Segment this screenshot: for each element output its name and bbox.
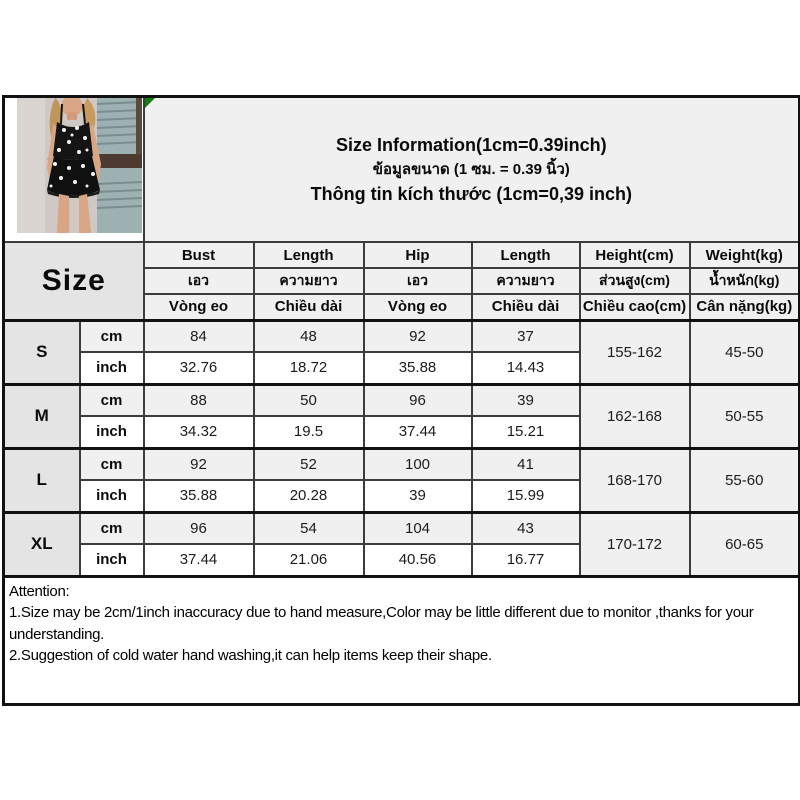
col-header-weight-th: น้ำหนัก(kg)	[688, 267, 800, 295]
unit-inch: inch	[78, 415, 145, 449]
m-weight-range: 50-55	[688, 382, 800, 449]
unit-inch: inch	[78, 479, 145, 513]
m-length1-inch: 19.5	[252, 415, 365, 449]
title-vietnamese: Thông tin kích thước (1cm=0,39 inch)	[310, 183, 632, 204]
col-header-length2-th: ความยาว	[470, 267, 581, 295]
col-header-length2-vi: Chiều dài	[470, 293, 581, 321]
header-row-vietnamese: Vòng eo Chiều dài Vòng eo Chiều dài Chiề…	[4, 293, 800, 321]
product-photo-illustration	[16, 98, 142, 233]
col-header-length1-th: ความยาว	[252, 267, 365, 295]
l-length1-inch: 20.28	[252, 479, 365, 513]
m-bust-inch: 34.32	[142, 415, 255, 449]
xl-length1-inch: 21.06	[252, 543, 365, 577]
col-header-bust-en: Bust	[142, 241, 255, 269]
size-label-s: S	[2, 318, 81, 385]
attention-line-2: 2.Suggestion of cold water hand washing,…	[9, 647, 492, 664]
unit-cm: cm	[78, 318, 145, 353]
m-length2-inch: 15.21	[470, 415, 581, 449]
row-xl-inch: inch 37.44 21.06 40.56 16.77	[4, 543, 800, 577]
xl-weight-range: 60-65	[688, 510, 800, 577]
s-weight-range: 45-50	[688, 318, 800, 385]
col-header-bust-vi: Vòng eo	[142, 293, 255, 321]
unit-cm: cm	[78, 382, 145, 417]
size-chart-table: Size Information(1cm=0.39inch) ข้อมูลขนา…	[2, 95, 800, 706]
size-label-l: L	[2, 446, 81, 513]
row-l-inch: inch 35.88 20.28 39 15.99	[4, 479, 800, 513]
title-row: Size Information(1cm=0.39inch) ข้อมูลขนา…	[2, 95, 800, 243]
title-cell: Size Information(1cm=0.39inch) ข้อมูลขนา…	[142, 95, 800, 243]
row-m-inch: inch 34.32 19.5 37.44 15.21	[4, 415, 800, 449]
l-hip-cm: 100	[362, 446, 473, 481]
s-bust-inch: 32.76	[142, 351, 255, 385]
unit-cm: cm	[78, 510, 145, 545]
attention-heading: Attention:	[9, 582, 70, 600]
col-header-hip-th: เอว	[362, 267, 473, 295]
m-hip-inch: 37.44	[362, 415, 473, 449]
col-header-weight-en: Weight(kg)	[688, 241, 800, 269]
title-thai: ข้อมูลขนาด (1 ซม. = 0.39 นิ้ว)	[372, 160, 570, 178]
s-hip-cm: 92	[362, 318, 473, 353]
size-label-m: M	[2, 382, 81, 449]
s-length1-cm: 48	[252, 318, 365, 353]
s-length2-cm: 37	[470, 318, 581, 353]
l-bust-cm: 92	[142, 446, 255, 481]
m-height-range: 162-168	[578, 382, 691, 449]
col-header-length1-en: Length	[252, 241, 365, 269]
col-header-hip-vi: Vòng eo	[362, 293, 473, 321]
xl-length2-cm: 43	[470, 510, 581, 545]
col-header-weight-vi: Cân nặng(kg)	[688, 293, 800, 321]
attention-cell: Attention: 1.Size may be 2cm/1inch inacc…	[2, 574, 800, 705]
row-s-cm: S cm 84 48 92 37 155-162 45-50	[2, 318, 800, 385]
size-label-xl: XL	[2, 510, 81, 577]
attention-line-1: 1.Size may be 2cm/1inch inaccuracy due t…	[9, 604, 754, 643]
xl-length2-inch: 16.77	[470, 543, 581, 577]
product-photo	[5, 98, 142, 241]
s-length2-inch: 14.43	[470, 351, 581, 385]
header-row-thai: เอว ความยาว เอว ความยาว ส่วนสูง(cm) น้ำห…	[4, 267, 800, 295]
s-length1-inch: 18.72	[252, 351, 365, 385]
m-length2-cm: 39	[470, 382, 581, 417]
xl-height-range: 170-172	[578, 510, 691, 577]
title-english: Size Information(1cm=0.39inch)	[336, 134, 607, 155]
l-length1-cm: 52	[252, 446, 365, 481]
attention-row: Attention: 1.Size may be 2cm/1inch inacc…	[2, 574, 800, 705]
row-l-cm: L cm 92 52 100 41 168-170 55-60	[2, 446, 800, 513]
s-bust-cm: 84	[142, 318, 255, 353]
xl-hip-inch: 40.56	[362, 543, 473, 577]
row-m-cm: M cm 88 50 96 39 162-168 50-55	[2, 382, 800, 449]
unit-cm: cm	[78, 446, 145, 481]
xl-bust-inch: 37.44	[142, 543, 255, 577]
m-length1-cm: 50	[252, 382, 365, 417]
m-bust-cm: 88	[142, 382, 255, 417]
unit-inch: inch	[78, 351, 145, 385]
l-hip-inch: 39	[362, 479, 473, 513]
row-s-inch: inch 32.76 18.72 35.88 14.43	[4, 351, 800, 385]
l-bust-inch: 35.88	[142, 479, 255, 513]
xl-bust-cm: 96	[142, 510, 255, 545]
unit-inch: inch	[78, 543, 145, 577]
col-header-height-th: ส่วนสูง(cm)	[578, 267, 691, 295]
row-xl-cm: XL cm 96 54 104 43 170-172 60-65	[2, 510, 800, 577]
s-hip-inch: 35.88	[362, 351, 473, 385]
xl-hip-cm: 104	[362, 510, 473, 545]
s-height-range: 155-162	[578, 318, 691, 385]
xl-length1-cm: 54	[252, 510, 365, 545]
size-header: Size	[2, 241, 145, 321]
col-header-length2-en: Length	[470, 241, 581, 269]
l-length2-cm: 41	[470, 446, 581, 481]
col-header-height-en: Height(cm)	[578, 241, 691, 269]
l-weight-range: 55-60	[688, 446, 800, 513]
green-corner-triangle-icon	[145, 98, 155, 108]
l-height-range: 168-170	[578, 446, 691, 513]
col-header-length1-vi: Chiều dài	[252, 293, 365, 321]
m-hip-cm: 96	[362, 382, 473, 417]
product-photo-cell	[2, 95, 145, 243]
l-length2-inch: 15.99	[470, 479, 581, 513]
col-header-hip-en: Hip	[362, 241, 473, 269]
header-row-english: Size Bust Length Hip Length Height(cm) W…	[2, 241, 800, 321]
col-header-bust-th: เอว	[142, 267, 255, 295]
col-header-height-vi: Chiều cao(cm)	[578, 293, 691, 321]
